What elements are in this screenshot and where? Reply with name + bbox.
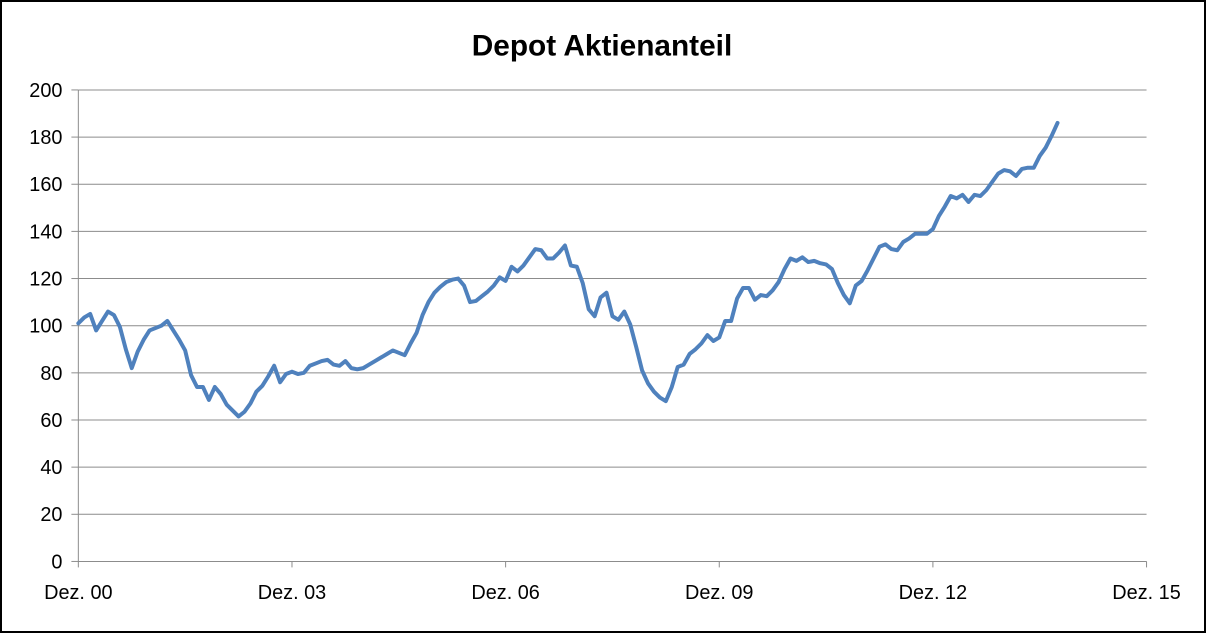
- y-tick-label: 60: [40, 410, 62, 432]
- x-axis: [77, 560, 1148, 568]
- chart-title: Depot Aktienanteil: [472, 30, 732, 63]
- x-tick-label: Dez. 15: [1112, 582, 1180, 604]
- y-tick-label: 0: [51, 551, 62, 573]
- y-axis: [71, 89, 79, 562]
- y-tick-label: 200: [29, 80, 62, 102]
- x-tick-labels: Dez. 00 Dez. 03 Dez. 06 Dez. 09 Dez. 12 Dez. …: [44, 582, 1181, 604]
- y-tick-label: 20: [40, 504, 62, 526]
- x-tick-label: Dez. 06: [471, 582, 539, 604]
- x-tick-label: Dez. 12: [899, 582, 967, 604]
- data-series-line: [76, 120, 1060, 419]
- y-tick-labels: 0 20 40 60 80 100 120 140 160 180 200: [29, 80, 62, 574]
- gridlines: [78, 89, 1147, 562]
- x-tick-label: Dez. 00: [44, 582, 112, 604]
- y-tick-label: 140: [29, 221, 62, 243]
- y-tick-label: 100: [29, 316, 62, 338]
- x-tick-label: Dez. 03: [258, 582, 326, 604]
- y-tick-label: 40: [40, 457, 62, 479]
- y-tick-label: 120: [29, 268, 62, 290]
- x-tick-label: Dez. 09: [685, 582, 753, 604]
- y-tick-label: 80: [40, 363, 62, 385]
- y-tick-label: 160: [29, 174, 62, 196]
- y-tick-label: 180: [29, 127, 62, 149]
